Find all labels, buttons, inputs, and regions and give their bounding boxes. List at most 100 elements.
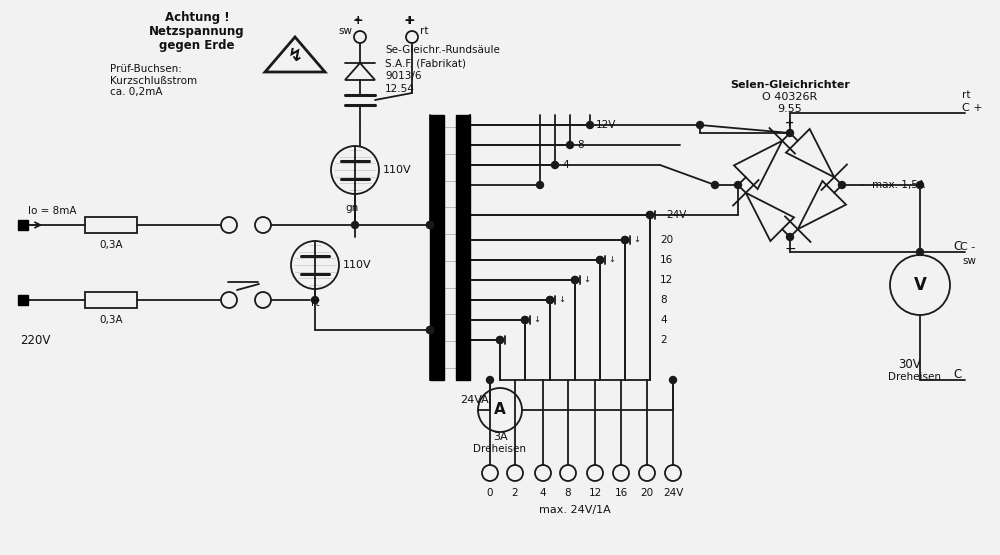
Text: 0,3A: 0,3A <box>99 240 123 250</box>
Text: V: V <box>914 276 926 294</box>
Circle shape <box>426 326 434 334</box>
Text: 4: 4 <box>562 160 569 170</box>
Bar <box>456 115 470 380</box>
Text: 110V: 110V <box>383 165 412 175</box>
Circle shape <box>572 276 578 284</box>
Text: rt: rt <box>420 26 428 36</box>
Bar <box>85 217 137 233</box>
Circle shape <box>536 181 544 189</box>
Text: 20: 20 <box>660 235 673 245</box>
Text: gn: gn <box>345 203 358 213</box>
Text: +: + <box>353 14 363 28</box>
Bar <box>18 295 28 305</box>
Text: 8: 8 <box>577 140 584 150</box>
Text: 12.54: 12.54 <box>385 84 415 94</box>
Text: 0: 0 <box>487 488 493 498</box>
Circle shape <box>352 221 358 229</box>
Text: ↓: ↓ <box>633 235 640 245</box>
Text: rt: rt <box>311 298 320 308</box>
Circle shape <box>496 336 504 344</box>
Circle shape <box>696 122 704 129</box>
Text: C -: C - <box>960 242 975 252</box>
Text: 110V: 110V <box>343 260 372 270</box>
Text: max. 1,5A: max. 1,5A <box>872 180 925 190</box>
Circle shape <box>916 181 924 189</box>
Text: Achtung !: Achtung ! <box>165 12 229 24</box>
Circle shape <box>566 142 574 149</box>
Text: 2: 2 <box>512 488 518 498</box>
Bar <box>18 220 28 230</box>
Text: 4: 4 <box>660 315 667 325</box>
Text: rt: rt <box>962 90 970 100</box>
Circle shape <box>426 221 434 229</box>
Circle shape <box>546 296 554 304</box>
Text: Io = 8mA: Io = 8mA <box>28 206 76 216</box>
Circle shape <box>622 236 629 244</box>
Circle shape <box>572 276 578 284</box>
Text: −: − <box>784 242 796 256</box>
Text: 8: 8 <box>660 295 667 305</box>
Circle shape <box>712 181 718 189</box>
Text: 0,3A: 0,3A <box>99 315 123 325</box>
Text: ↓: ↓ <box>583 275 590 285</box>
Circle shape <box>596 256 604 264</box>
Text: 16: 16 <box>614 488 628 498</box>
Circle shape <box>496 336 504 344</box>
Text: 12V: 12V <box>596 120 616 130</box>
Circle shape <box>546 296 554 304</box>
Text: sw: sw <box>962 256 976 266</box>
Text: C +: C + <box>962 103 983 113</box>
Text: 220V: 220V <box>20 334 50 346</box>
Text: 2: 2 <box>660 335 667 345</box>
Text: O 40326R: O 40326R <box>762 92 818 102</box>
Bar <box>430 115 444 380</box>
Text: 16: 16 <box>660 255 673 265</box>
Text: 3A: 3A <box>493 432 507 442</box>
Text: sw: sw <box>338 26 352 36</box>
Text: 9.55: 9.55 <box>778 104 802 114</box>
Circle shape <box>426 326 434 334</box>
Text: Se-Gleichr.-Rundsäule: Se-Gleichr.-Rundsäule <box>385 45 500 55</box>
Text: C: C <box>953 240 961 254</box>
Text: 12: 12 <box>588 488 602 498</box>
Text: Netzspannung: Netzspannung <box>149 26 245 38</box>
Circle shape <box>312 296 318 304</box>
Text: gegen Erde: gegen Erde <box>159 38 235 52</box>
Circle shape <box>596 256 604 264</box>
Text: C: C <box>953 369 961 381</box>
Text: S.A.F. (Fabrikat): S.A.F. (Fabrikat) <box>385 58 466 68</box>
Circle shape <box>552 162 558 169</box>
Text: ↓: ↓ <box>608 255 615 265</box>
Text: ↓: ↓ <box>558 295 565 305</box>
Circle shape <box>916 249 924 255</box>
Text: 8: 8 <box>565 488 571 498</box>
Text: 24V: 24V <box>666 210 686 220</box>
Text: 30V: 30V <box>898 359 921 371</box>
Text: Selen-Gleichrichter: Selen-Gleichrichter <box>730 80 850 90</box>
Text: 12: 12 <box>660 275 673 285</box>
Text: -: - <box>354 13 360 27</box>
Text: Dreheisen: Dreheisen <box>474 444 526 454</box>
Text: max. 24V/1A: max. 24V/1A <box>539 505 611 515</box>
Circle shape <box>838 181 846 189</box>
Circle shape <box>786 234 794 240</box>
Text: Prüf-Buchsen:
Kurzschlußstrom
ca. 0,2mA: Prüf-Buchsen: Kurzschlußstrom ca. 0,2mA <box>110 64 197 97</box>
Text: +: + <box>405 14 415 28</box>
Circle shape <box>522 316 528 324</box>
Text: +: + <box>404 13 414 27</box>
Text: ↯: ↯ <box>287 47 303 65</box>
Circle shape <box>486 376 494 384</box>
Circle shape <box>786 129 794 137</box>
Circle shape <box>622 236 629 244</box>
Text: 4: 4 <box>540 488 546 498</box>
Circle shape <box>426 221 434 229</box>
Circle shape <box>646 211 654 219</box>
Circle shape <box>522 316 528 324</box>
Circle shape <box>670 376 676 384</box>
Text: 9013/6: 9013/6 <box>385 71 422 81</box>
Text: 20: 20 <box>640 488 654 498</box>
Text: 24VA: 24VA <box>460 395 489 405</box>
Text: 24V: 24V <box>663 488 683 498</box>
Text: Dreheisen: Dreheisen <box>888 372 941 382</box>
Text: A: A <box>494 402 506 417</box>
